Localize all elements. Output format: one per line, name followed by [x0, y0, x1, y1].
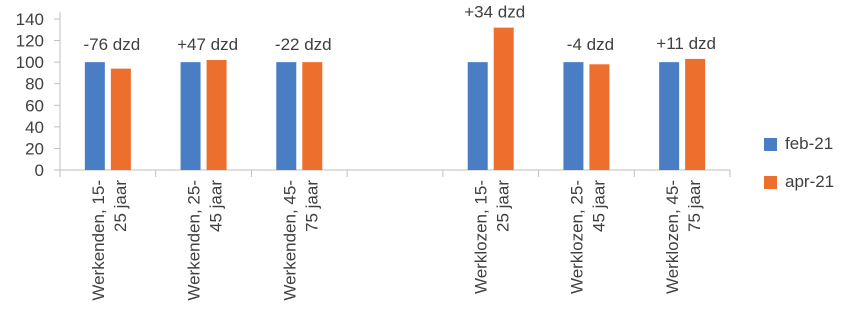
- bar-feb-21-5: [563, 62, 584, 171]
- bar-annotation: -4 dzd: [567, 35, 614, 54]
- legend-item-apr-21: apr-21: [764, 172, 834, 192]
- x-category-label-line: 75 jaar: [302, 180, 321, 232]
- legend-label-feb-21: feb-21: [785, 134, 834, 153]
- x-category-label-line: 45 jaar: [589, 180, 608, 232]
- x-category-label: Werkenden, 25- 45 jaar: [185, 180, 226, 301]
- legend-swatch-feb-21: [764, 137, 777, 151]
- y-tick-label: 80: [25, 75, 44, 94]
- x-category-label: Werkenden, 15- 25 jaar: [89, 180, 130, 301]
- x-category-label: Werkenden, 45- 75 jaar: [280, 180, 321, 301]
- x-category-label-line: Werklozen, 15-: [472, 180, 491, 294]
- legend-item-feb-21: feb-21: [764, 134, 834, 154]
- bar-annotation: +47 dzd: [177, 35, 238, 54]
- bar-apr-21-4: [493, 27, 514, 170]
- x-category-label: Werklozen, 25- 45 jaar: [567, 180, 608, 294]
- bar-annotation: +34 dzd: [464, 3, 525, 22]
- legend: feb-21 apr-21: [764, 134, 834, 210]
- bar-annotation: -76 dzd: [84, 35, 141, 54]
- legend-label-apr-21: apr-21: [785, 172, 835, 191]
- bar-feb-21-1: [180, 62, 201, 171]
- y-tick-label: 140: [16, 10, 44, 29]
- x-category-label-line: 75 jaar: [685, 180, 704, 232]
- x-category-label-line: Werklozen, 25-: [567, 180, 586, 294]
- x-category-label-line: 25 jaar: [494, 180, 513, 232]
- bar-apr-21-2: [302, 62, 323, 171]
- x-category-label-line: Werkenden, 15-: [89, 180, 108, 301]
- y-tick-label: 60: [25, 96, 44, 115]
- bar-apr-21-5: [589, 64, 610, 170]
- bar-feb-21-0: [84, 62, 105, 171]
- y-tick-label: 100: [16, 53, 44, 72]
- y-tick-label: 120: [16, 32, 44, 51]
- x-category-label-line: Werkenden, 45-: [280, 180, 299, 301]
- x-category-label-line: Werklozen, 45-: [663, 180, 682, 294]
- x-category-label: Werklozen, 15- 25 jaar: [472, 180, 513, 294]
- bar-apr-21-6: [685, 58, 706, 170]
- bar-feb-21-2: [276, 62, 297, 171]
- bar-annotation: +11 dzd: [656, 34, 716, 53]
- x-category-label-line: 45 jaar: [207, 180, 226, 232]
- y-tick-label: 40: [25, 118, 44, 137]
- y-tick-label: 0: [35, 161, 44, 180]
- bar-annotation: -22 dzd: [275, 35, 332, 54]
- bar-apr-21-0: [110, 68, 131, 170]
- y-tick-label: 20: [25, 139, 44, 158]
- x-category-label-line: Werkenden, 25-: [185, 180, 204, 301]
- x-category-label-line: 25 jaar: [111, 180, 130, 232]
- bar-feb-21-6: [659, 62, 680, 171]
- x-category-label: Werklozen, 45- 75 jaar: [663, 180, 704, 294]
- legend-swatch-apr-21: [764, 175, 777, 189]
- bar-apr-21-1: [206, 59, 227, 170]
- bar-feb-21-4: [467, 62, 488, 171]
